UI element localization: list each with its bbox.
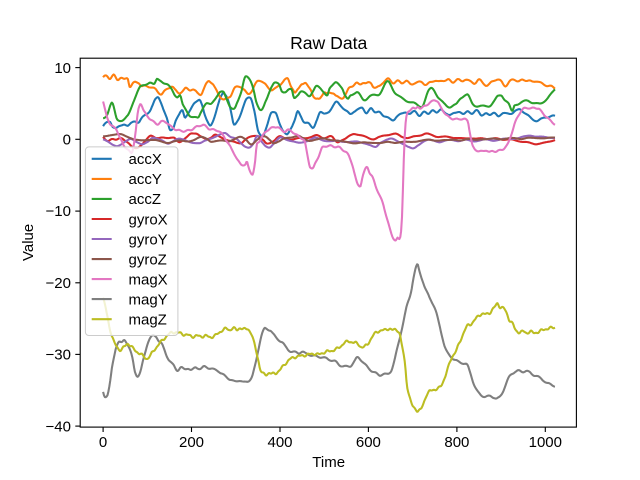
svg-text:Time: Time	[312, 454, 345, 471]
svg-text:−10: −10	[46, 203, 71, 220]
svg-text:600: 600	[356, 434, 381, 451]
svg-text:0: 0	[63, 132, 71, 149]
svg-text:gyroX: gyroX	[129, 211, 168, 228]
svg-text:gyroZ: gyroZ	[129, 251, 167, 268]
svg-text:accY: accY	[129, 171, 162, 188]
svg-text:400: 400	[267, 434, 292, 451]
svg-text:magZ: magZ	[129, 312, 167, 329]
svg-text:gyroY: gyroY	[129, 231, 168, 248]
svg-text:−40: −40	[46, 418, 71, 435]
svg-text:magY: magY	[129, 291, 168, 308]
svg-text:200: 200	[179, 434, 204, 451]
svg-text:−30: −30	[46, 347, 71, 364]
svg-text:−20: −20	[46, 275, 71, 292]
svg-text:magX: magX	[129, 271, 168, 288]
svg-text:accZ: accZ	[129, 191, 162, 208]
svg-text:1000: 1000	[529, 434, 562, 451]
svg-text:Raw Data: Raw Data	[290, 33, 367, 53]
svg-text:Value: Value	[20, 224, 37, 261]
svg-text:800: 800	[444, 434, 469, 451]
svg-text:10: 10	[54, 60, 71, 77]
svg-text:accX: accX	[129, 151, 162, 168]
svg-text:0: 0	[99, 434, 107, 451]
